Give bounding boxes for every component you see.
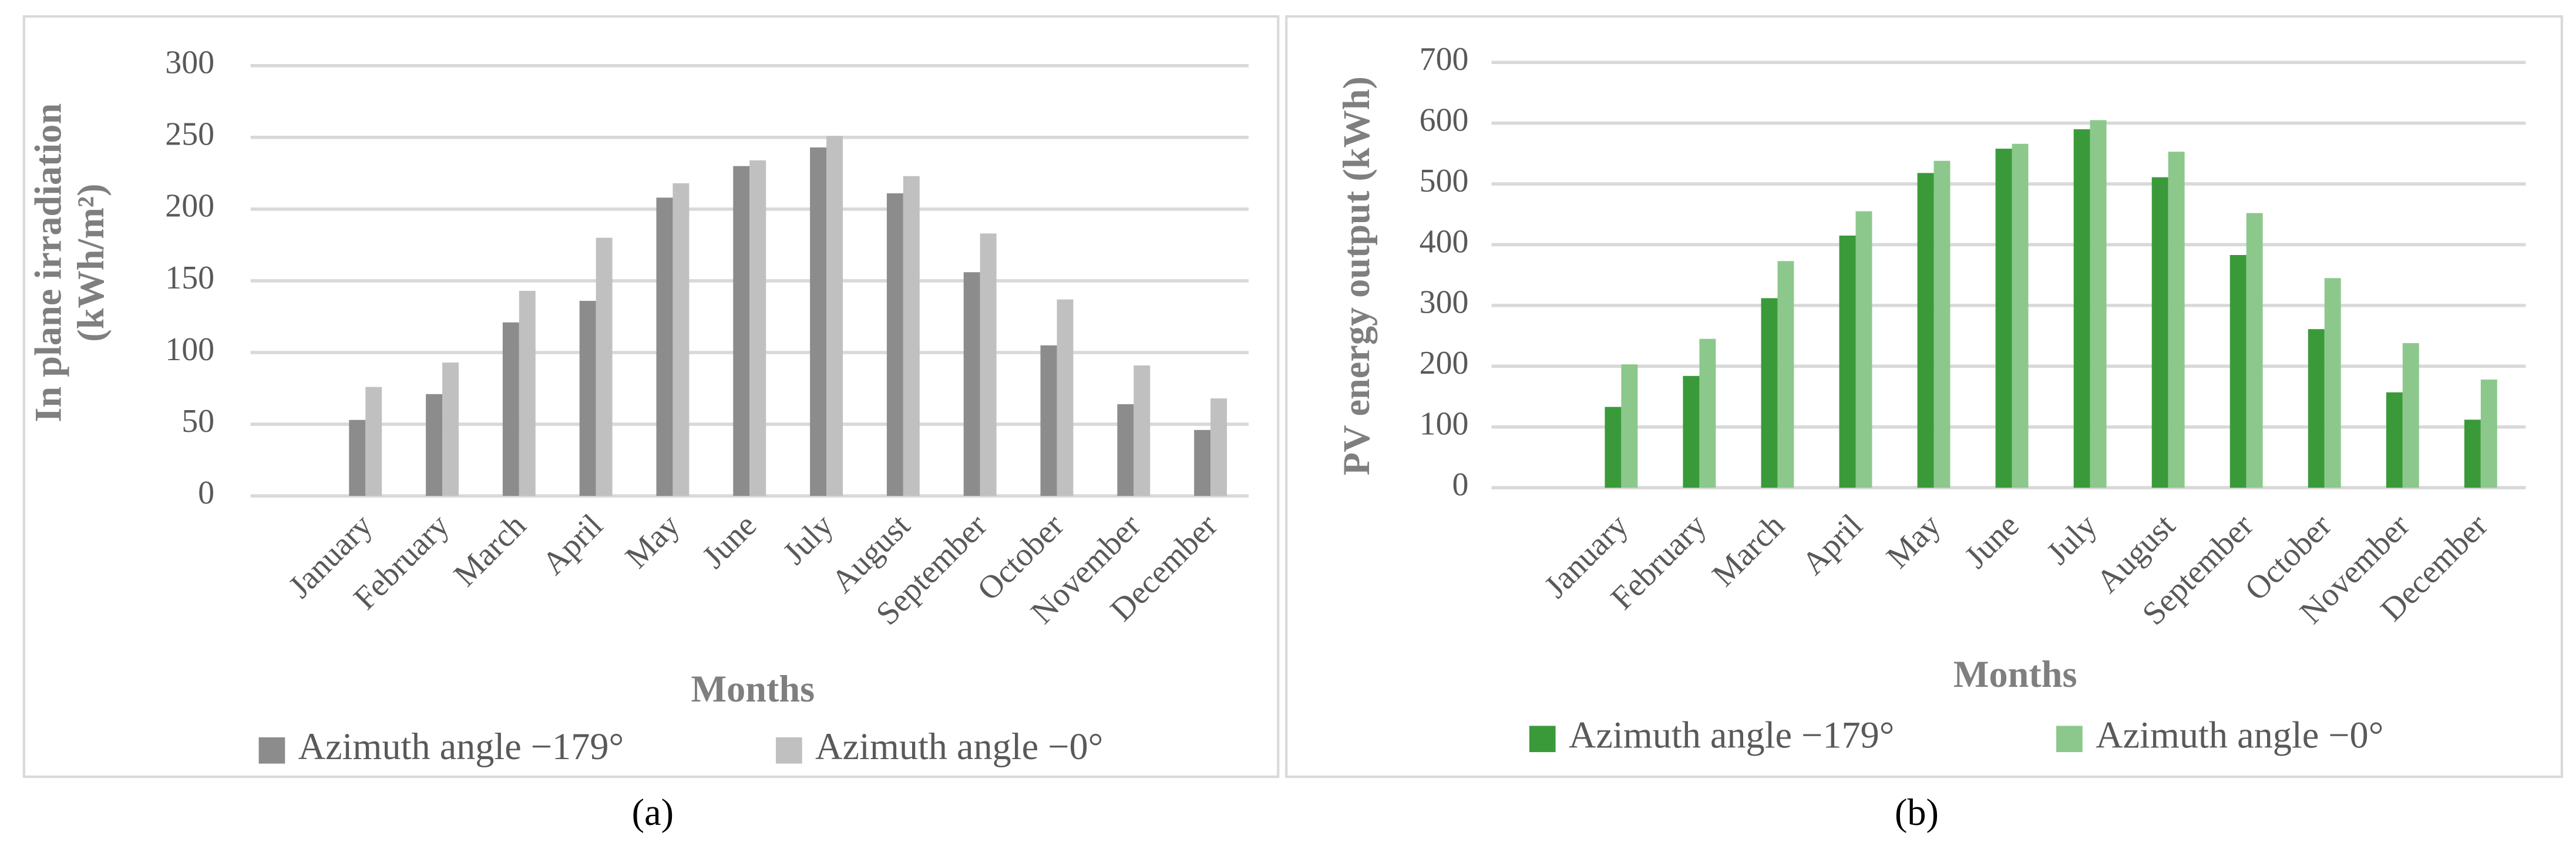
- bar: [519, 291, 536, 496]
- bar: [2168, 152, 2185, 488]
- bar: [349, 420, 366, 496]
- bar: [596, 237, 613, 496]
- bar: [2012, 143, 2029, 488]
- bar: [2246, 213, 2263, 488]
- bar: [2402, 343, 2419, 488]
- bar: [2386, 392, 2403, 488]
- x-tick-label: April: [1795, 507, 1869, 582]
- bar: [2090, 120, 2107, 488]
- panel-label: (a): [632, 791, 674, 833]
- x-tick-label: May: [618, 507, 687, 575]
- bar: [826, 136, 843, 496]
- bar: [1933, 160, 1951, 488]
- y-axis-title-line: (kWh/m²): [70, 184, 112, 342]
- legend-label: Azimuth angle −179°: [1569, 714, 1895, 756]
- bar: [749, 160, 766, 496]
- panel-label: (b): [1895, 791, 1939, 833]
- bar: [1605, 407, 1622, 488]
- y-tick-label: 600: [1420, 102, 1469, 138]
- y-tick-label: 50: [181, 403, 214, 439]
- x-axis-title: Months: [691, 668, 815, 710]
- y-tick-label: 100: [1420, 406, 1469, 442]
- bar: [1057, 299, 1074, 496]
- y-tick-label: 300: [1420, 284, 1469, 321]
- legend-swatch: [258, 737, 285, 764]
- bar: [365, 387, 382, 496]
- x-tick-label: May: [1879, 507, 1948, 575]
- bar: [810, 147, 827, 496]
- x-axis-title: Months: [1953, 653, 2077, 695]
- y-tick-label: 150: [165, 260, 214, 296]
- y-tick-label: 700: [1420, 41, 1469, 78]
- bar: [733, 166, 750, 496]
- bar: [980, 233, 997, 496]
- bar: [2324, 278, 2341, 488]
- bar: [1699, 338, 1716, 488]
- x-tick-label: July: [2040, 507, 2104, 572]
- legend-label: Azimuth angle −0°: [2096, 714, 2383, 756]
- bar: [426, 394, 443, 496]
- bar: [672, 183, 690, 496]
- bar: [2151, 177, 2168, 488]
- bar: [1040, 345, 1057, 496]
- y-tick-label: 0: [198, 475, 214, 511]
- bar: [2229, 255, 2247, 488]
- y-tick-label: 100: [165, 331, 214, 368]
- bar: [1761, 298, 1778, 488]
- bar: [2308, 329, 2325, 488]
- bar: [1839, 235, 1856, 488]
- x-tick-label: April: [535, 507, 610, 582]
- bar: [1855, 211, 1872, 488]
- legend-label: Azimuth angle −179°: [298, 726, 624, 767]
- y-tick-label: 400: [1420, 223, 1469, 260]
- bar: [2480, 380, 2497, 488]
- y-tick-label: 500: [1420, 163, 1469, 199]
- y-tick-label: 300: [165, 45, 214, 81]
- bar: [656, 197, 673, 496]
- bar: [502, 322, 519, 496]
- y-axis-title: PV energy output (kWh): [1336, 76, 1377, 475]
- bar: [1194, 429, 1211, 496]
- y-tick-label: 250: [165, 116, 214, 153]
- legend-swatch: [2056, 726, 2083, 753]
- y-axis-title-line: PV energy output (kWh): [1336, 76, 1377, 475]
- bar: [1917, 173, 1934, 488]
- bar: [2464, 420, 2481, 488]
- y-axis-title: In plane irradiation(kWh/m²): [27, 103, 112, 422]
- bar: [903, 176, 920, 496]
- y-tick-label: 200: [1420, 345, 1469, 381]
- panel-frame: [1285, 15, 2563, 778]
- x-tick-label: June: [695, 507, 764, 575]
- legend-label: Azimuth angle −0°: [815, 726, 1103, 767]
- x-tick-label: July: [776, 507, 840, 572]
- bar: [1134, 365, 1151, 496]
- bar: [963, 272, 980, 496]
- x-tick-label: June: [1958, 507, 2026, 575]
- y-axis-title-line: In plane irradiation: [27, 103, 69, 422]
- bar: [1117, 404, 1134, 496]
- bar: [579, 301, 596, 496]
- bar: [886, 193, 903, 496]
- y-tick-label: 200: [165, 188, 214, 224]
- x-tick-label: March: [1705, 507, 1791, 593]
- bar: [1621, 364, 1638, 488]
- legend-swatch: [775, 737, 802, 764]
- bar: [442, 363, 459, 496]
- bar: [1995, 149, 2012, 488]
- bar: [1777, 261, 1794, 488]
- legend-swatch: [1529, 726, 1556, 753]
- bar: [1683, 375, 1700, 488]
- panel-frame: [22, 15, 1280, 778]
- bar: [1210, 398, 1228, 496]
- bar: [2073, 129, 2090, 488]
- y-tick-label: 0: [1452, 467, 1469, 503]
- x-tick-label: March: [447, 507, 533, 593]
